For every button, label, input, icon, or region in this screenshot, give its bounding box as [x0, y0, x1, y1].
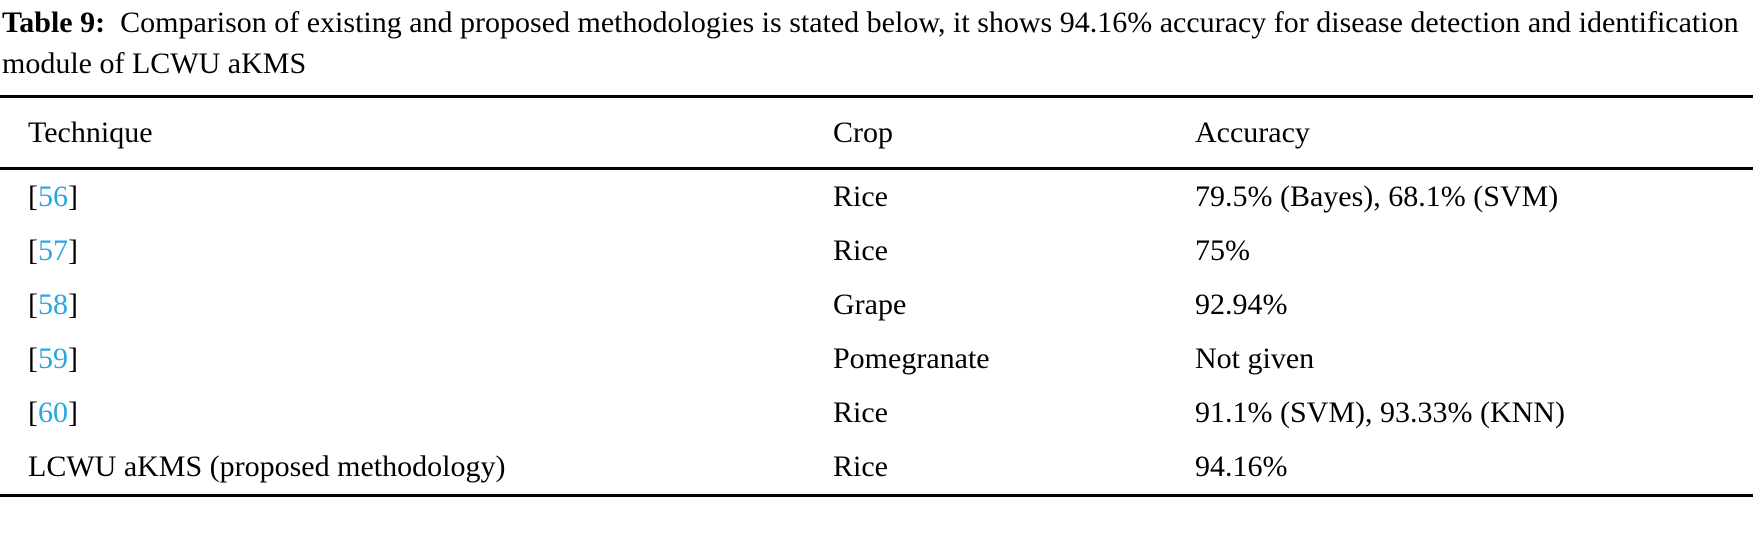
table-row: [60] Rice 91.1% (SVM), 93.33% (KNN) — [0, 386, 1753, 440]
accuracy-cell: 79.5% (Bayes), 68.1% (SVM) — [1195, 180, 1559, 213]
citation-link[interactable]: 57 — [38, 234, 68, 267]
citation-link[interactable]: 60 — [38, 396, 68, 429]
header-accuracy: Accuracy — [1195, 115, 1310, 149]
crop-cell: Rice — [833, 180, 888, 213]
comparison-table: Technique Crop Accuracy [56] Rice 79.5% … — [0, 95, 1753, 497]
technique-cell: [60] — [28, 396, 78, 429]
accuracy-cell: 92.94% — [1195, 288, 1288, 321]
header-row: Technique Crop Accuracy — [0, 96, 1753, 169]
caption-text: Comparison of existing and proposed meth… — [2, 6, 1739, 80]
table-row: [56] Rice 79.5% (Bayes), 68.1% (SVM) — [0, 169, 1753, 225]
accuracy-cell: 94.16% — [1195, 450, 1288, 483]
citation-link[interactable]: 58 — [38, 288, 68, 321]
citation-link[interactable]: 59 — [38, 342, 68, 375]
technique-cell: LCWU aKMS (proposed methodology) — [28, 450, 506, 483]
crop-cell: Grape — [833, 288, 907, 321]
accuracy-cell: Not given — [1195, 342, 1315, 375]
table-row: [59] Pomegranate Not given — [0, 332, 1753, 386]
crop-cell: Pomegranate — [833, 342, 990, 375]
table-row: [57] Rice 75% — [0, 224, 1753, 278]
table-row-proposed: LCWU aKMS (proposed methodology) Rice 94… — [0, 440, 1753, 496]
header-crop: Crop — [833, 115, 893, 149]
technique-cell: [56] — [28, 180, 78, 213]
accuracy-cell: 75% — [1195, 234, 1250, 267]
table-caption: Table 9: Comparison of existing and prop… — [2, 2, 1752, 84]
crop-cell: Rice — [833, 234, 888, 267]
crop-cell: Rice — [833, 396, 888, 429]
technique-cell: [57] — [28, 234, 78, 267]
technique-cell: [58] — [28, 288, 78, 321]
technique-cell: [59] — [28, 342, 78, 375]
accuracy-cell: 91.1% (SVM), 93.33% (KNN) — [1195, 396, 1565, 429]
citation-link[interactable]: 56 — [38, 180, 68, 213]
crop-cell: Rice — [833, 450, 888, 483]
header-technique: Technique — [28, 115, 153, 149]
table-row: [58] Grape 92.94% — [0, 278, 1753, 332]
caption-label: Table 9: — [2, 6, 106, 39]
